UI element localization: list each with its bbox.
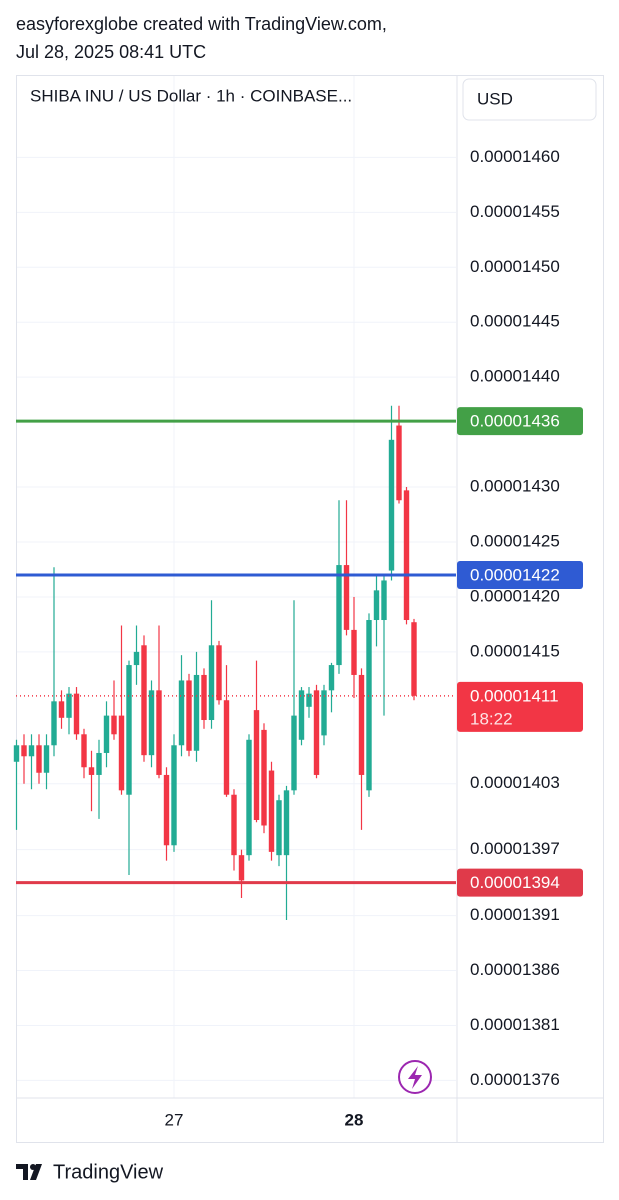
y-tick-label: 0.00001440 — [470, 367, 560, 386]
candle-body — [381, 580, 387, 621]
candle-body — [388, 439, 395, 571]
last-price-bg — [457, 681, 583, 732]
y-tick-label: 0.00001450 — [470, 257, 560, 276]
y-tick-label: 0.00001445 — [470, 312, 560, 331]
candle-body — [88, 767, 95, 775]
y-tick-label: 0.00001391 — [470, 905, 560, 924]
candle-body — [96, 752, 102, 775]
candle-body — [246, 739, 252, 856]
y-tick-label: 0.00001420 — [470, 586, 560, 605]
level-label-bg — [457, 868, 583, 897]
level-label: 0.00001394 — [470, 873, 560, 892]
candle-body — [231, 794, 237, 856]
candle-body — [373, 590, 380, 621]
x-tick-label: 27 — [165, 1110, 184, 1129]
currency: USD — [477, 89, 513, 108]
candle-body — [403, 490, 410, 621]
grid — [16, 75, 456, 1098]
candle-body — [208, 645, 215, 721]
level-label: 0.00001422 — [470, 565, 560, 584]
candle-body — [66, 693, 72, 718]
candle-body — [238, 855, 245, 881]
y-tick-label: 0.00001376 — [470, 1070, 560, 1089]
candle-body — [171, 745, 177, 846]
y-tick-label: 0.00001403 — [470, 773, 560, 792]
candle-body — [133, 651, 140, 666]
candle-body — [351, 629, 357, 675]
level-label-bg — [457, 560, 583, 589]
candle-body — [141, 645, 147, 756]
candle-body — [321, 690, 327, 736]
candle-body — [343, 565, 350, 630]
countdown: 18:22 — [470, 709, 513, 728]
y-tick-label: 0.00001460 — [470, 147, 560, 166]
level-label-bg — [457, 407, 583, 436]
candle-body — [253, 710, 260, 820]
candle-body — [58, 701, 65, 718]
candle-body — [276, 800, 282, 856]
candle-body — [163, 774, 170, 846]
logo — [16, 1164, 42, 1180]
candle-body — [366, 620, 372, 791]
x-tick-label: 28 — [345, 1110, 364, 1129]
labels: 0.00001460 0.00001455 0.00001450 0.00001445… — [165, 147, 583, 1129]
y-tick-label: 0.00001397 — [470, 839, 560, 858]
candle-body — [186, 680, 192, 751]
candle-body — [51, 701, 57, 746]
candle-body — [268, 770, 275, 852]
frame — [16, 75, 604, 1143]
candle-body — [21, 745, 27, 757]
header-line: Jul 28, 2025 08:41 UTC — [16, 42, 206, 62]
candle-body — [81, 734, 87, 768]
y-tick-label: 0.00001430 — [470, 477, 560, 496]
candle-body — [291, 715, 297, 791]
candle-body — [28, 745, 35, 757]
y-tick-label: 0.00001415 — [470, 641, 560, 660]
candle-body — [178, 680, 185, 746]
candle-body — [126, 665, 132, 795]
y-tick-label: 0.00001425 — [470, 531, 560, 550]
y-tick-label: 0.00001386 — [470, 960, 560, 979]
currency-button[interactable] — [462, 78, 597, 121]
candle-body — [73, 693, 80, 735]
candle-body — [13, 745, 20, 762]
header-line: easyforexglobe created with TradingView.… — [16, 14, 387, 34]
alert-icon-bolt — [408, 1066, 422, 1089]
candle-body — [223, 700, 230, 795]
candles — [13, 405, 456, 920]
y-tick-label: 0.00001455 — [470, 202, 560, 221]
candle-body — [193, 674, 200, 751]
candle-body — [396, 425, 402, 501]
candle-body — [306, 693, 312, 707]
candle-body — [283, 790, 290, 856]
candle-body — [313, 690, 320, 775]
candle-body — [411, 622, 417, 696]
candle-body — [216, 645, 222, 701]
logo — [30, 1164, 36, 1170]
chart-title: SHIBA INU / US Dollar · 1h · COINBASE... — [30, 86, 352, 105]
candle-body — [336, 565, 342, 666]
candle-body — [298, 690, 305, 740]
candle-body — [201, 674, 207, 721]
candle-body — [156, 690, 162, 775]
candle-body — [103, 715, 110, 753]
footer-brand: TradingView — [53, 1161, 164, 1183]
y-tick-label: 0.00001381 — [470, 1015, 560, 1034]
level-label: 0.00001436 — [470, 412, 560, 431]
candle-body — [148, 690, 155, 756]
candle-body — [36, 745, 42, 773]
candle-body — [118, 715, 125, 791]
candle-body — [111, 715, 117, 735]
candle-body — [358, 674, 365, 775]
candle-body — [328, 665, 335, 691]
candle-body — [43, 745, 50, 773]
candle-body — [261, 729, 267, 826]
last-price-label: 0.00001411 — [470, 686, 559, 705]
